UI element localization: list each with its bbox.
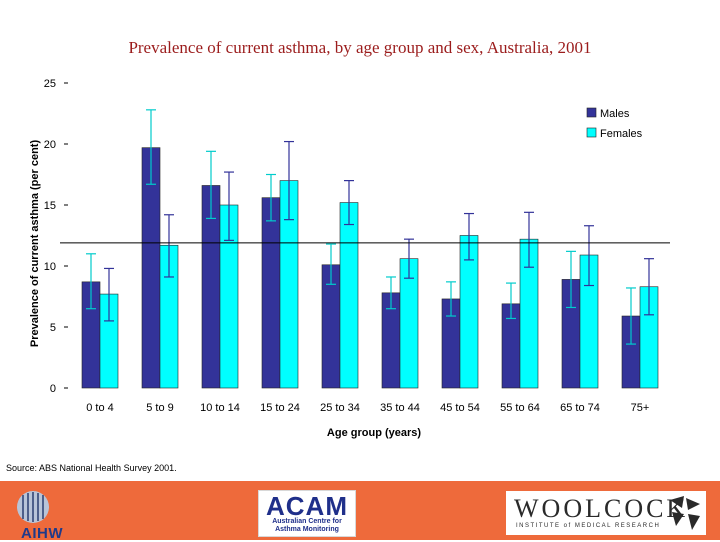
legend-label-females: Females	[600, 128, 643, 140]
chart-area: 0 5 10 15 20 25 Prevalence of current asthma (…	[29, 78, 670, 439]
woolcock-logo: WOOLCOCK INSTITUTE of MEDICAL RESEARCH	[506, 491, 706, 535]
y-tick-label: 10	[44, 261, 56, 273]
x-tick-label: 10 to 14	[200, 402, 240, 414]
x-tick-label: 5 to 9	[146, 402, 174, 414]
x-tick-label: 25 to 34	[320, 402, 360, 414]
x-tick-label: 75+	[631, 402, 650, 414]
x-tick-label: 55 to 64	[500, 402, 540, 414]
chart-title: Prevalence of current asthma, by age gro…	[128, 38, 592, 57]
acam-subtitle: Australian Centre for Asthma Monitoring	[263, 518, 351, 534]
legend-swatch-females	[586, 127, 597, 138]
footer-bar: AIHW ACAM Australian Centre for Asthma M…	[0, 481, 720, 542]
bar-females	[339, 202, 359, 389]
x-tick-label: 15 to 24	[260, 402, 300, 414]
woolcock-subtitle: INSTITUTE of MEDICAL RESEARCH	[516, 523, 661, 529]
legend-label-males: Males	[600, 108, 630, 120]
aihw-label: AIHW	[21, 525, 63, 542]
y-tick-label: 0	[50, 383, 56, 395]
x-tick-label: 45 to 54	[440, 402, 480, 414]
x-tick-label: 65 to 74	[560, 402, 600, 414]
x-tick-label: 35 to 44	[380, 402, 420, 414]
source-note: Source: ABS National Health Survey 2001.	[6, 463, 177, 473]
y-tick-label: 15	[44, 200, 56, 212]
y-axis-label: Prevalence of current asthma (per cent)	[29, 140, 41, 348]
acam-sub-line2: Asthma Monitoring	[275, 526, 339, 533]
x-axis-label: Age group (years)	[327, 427, 421, 439]
legend-swatch-males	[586, 107, 597, 118]
y-tick-label: 25	[44, 78, 56, 90]
aihw-emblem-icon	[17, 491, 49, 523]
y-tick-label: 5	[50, 322, 56, 334]
y-tick-label: 20	[44, 139, 56, 151]
acam-logo: ACAM Australian Centre for Asthma Monito…	[258, 490, 356, 537]
acam-label: ACAM	[266, 491, 348, 521]
woolcock-emblem-icon	[670, 496, 700, 530]
acam-sub-line1: Australian Centre for	[272, 518, 342, 525]
woolcock-label: WOOLCOCK	[514, 494, 689, 523]
aihw-logo: AIHW	[8, 489, 63, 542]
x-tick-label: 0 to 4	[86, 402, 114, 414]
bar-males	[261, 197, 281, 389]
